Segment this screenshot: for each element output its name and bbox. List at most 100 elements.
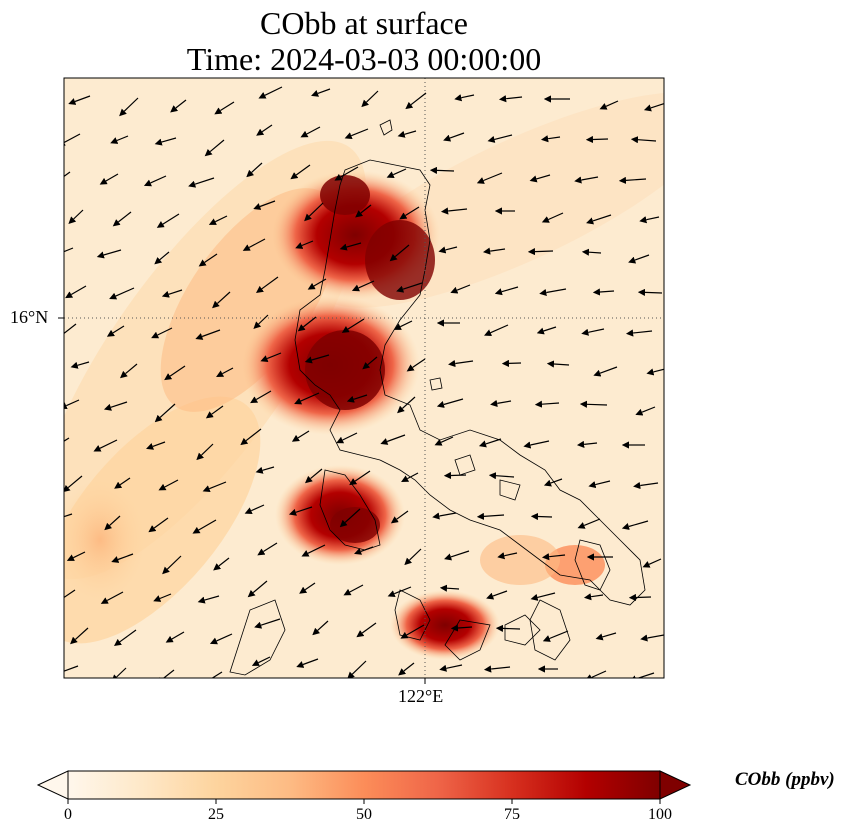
plume-band (64, 480, 145, 600)
wind-arrow (109, 287, 135, 300)
wind-arrow (68, 209, 84, 224)
wind-arrow (356, 622, 377, 638)
wind-arrow (436, 398, 464, 408)
wind-arrow (339, 508, 361, 528)
wind-arrow (68, 95, 91, 105)
wind-arrow (486, 590, 508, 600)
wind-arrow (448, 359, 474, 368)
wind-arrow (240, 428, 262, 446)
wind-arrow (579, 400, 608, 408)
hotspot-south (330, 507, 380, 543)
wind-arrow (434, 436, 454, 446)
wind-arrow (255, 276, 279, 294)
wind-arrow (539, 288, 567, 297)
wind-arrow (205, 405, 224, 419)
wind-arrow (212, 291, 231, 309)
colorbar-label: CObb (ppbv) (735, 769, 835, 790)
wind-arrow (119, 363, 138, 379)
wind-arrow (497, 552, 518, 560)
colorbar-extend-min (36, 770, 69, 800)
wind-arrow (100, 591, 124, 604)
wind-arrow (444, 550, 470, 561)
wind-arrow (443, 132, 465, 142)
wind-arrow (585, 135, 609, 144)
wind-arrow (346, 394, 368, 403)
wind-arrow (643, 103, 664, 112)
wind-arrow (113, 629, 137, 647)
wind-arrow (154, 137, 177, 146)
wind-arrow (490, 399, 512, 407)
wind-arrow (386, 168, 407, 178)
wind-arrow (64, 665, 79, 672)
wind-arrow (155, 669, 175, 678)
wind-arrow (294, 392, 320, 405)
wind-arrow (110, 135, 129, 144)
wind-arrow (198, 253, 218, 267)
wind-arrow (498, 95, 523, 103)
wind-arrow (336, 432, 358, 444)
wind-arrow (188, 177, 215, 188)
wind-arrow (390, 510, 409, 524)
wind-arrow (312, 620, 329, 636)
wind-arrow (295, 240, 314, 249)
wind-arrow (260, 352, 282, 362)
wind-arrow (593, 366, 618, 377)
wind-arrow (642, 558, 662, 568)
wind-arrow (542, 630, 569, 642)
hotspot-north (320, 175, 370, 215)
wind-arrow (584, 670, 607, 678)
wind-arrow (258, 86, 283, 99)
wind-arrow (646, 368, 664, 376)
colorbar-tick-label: 50 (356, 806, 372, 823)
wind-arrow (536, 326, 557, 335)
wind-arrow (151, 327, 173, 339)
wind-arrow (339, 242, 362, 251)
wind-arrow (93, 439, 118, 452)
map-panel (58, 77, 665, 684)
wind-arrow (64, 589, 76, 603)
wind-vectors (64, 86, 664, 678)
wind-arrow (621, 520, 649, 530)
wind-arrow (476, 172, 503, 184)
wind-arrow (438, 246, 458, 254)
wind-arrow (192, 519, 217, 534)
wind-arrow (291, 430, 310, 442)
wind-arrow (540, 135, 561, 143)
wind-arrow (400, 624, 425, 639)
wind-arrow (401, 472, 419, 482)
wind-arrow (254, 618, 281, 629)
wind-arrow (257, 542, 278, 556)
wind-arrow (96, 249, 122, 259)
wind-arrow (450, 284, 471, 294)
wind-arrow (397, 130, 417, 138)
wind-arrow (299, 582, 316, 594)
wind-arrow (196, 443, 214, 461)
wind-arrow (64, 475, 83, 493)
wind-arrow (529, 174, 551, 183)
wind-arrow (574, 176, 599, 184)
wind-arrow (541, 553, 566, 561)
wind-arrow (439, 664, 463, 672)
wind-arrow (482, 247, 506, 255)
wind-arrow (253, 200, 276, 210)
wind-arrow (347, 660, 367, 678)
wind-arrow (111, 553, 134, 563)
wind-arrow (635, 406, 656, 416)
wind-arrow (543, 478, 563, 487)
wind-arrow (66, 551, 86, 561)
title-line-1: CObb at surface (260, 5, 468, 41)
wind-arrow (530, 512, 553, 521)
wind-arrow (300, 126, 321, 138)
wind-arrow (396, 282, 423, 293)
wind-arrow (297, 316, 317, 332)
wind-arrow (148, 517, 169, 533)
wind-arrow (595, 632, 617, 641)
colorbar-tick-label: 75 (504, 806, 520, 823)
wind-arrow (618, 176, 647, 184)
wind-arrow (247, 580, 268, 598)
wind-arrow (483, 665, 511, 673)
wind-arrow (405, 92, 427, 110)
wind-arrow (64, 171, 71, 178)
wind-arrow (380, 434, 406, 445)
